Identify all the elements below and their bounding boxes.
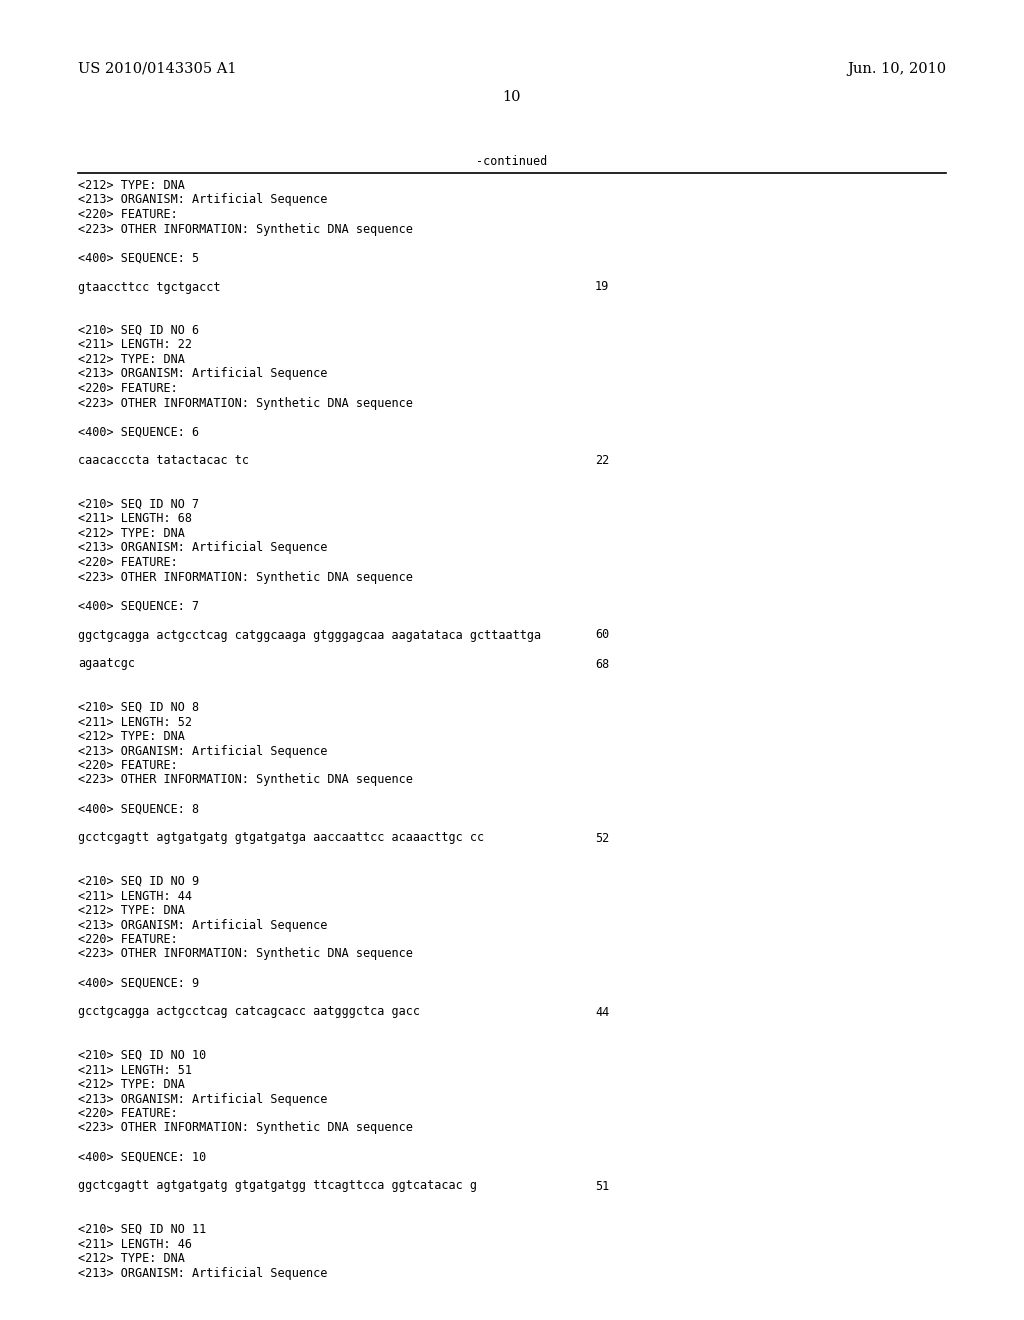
Text: <210> SEQ ID NO 6: <210> SEQ ID NO 6: [78, 323, 199, 337]
Text: <400> SEQUENCE: 5: <400> SEQUENCE: 5: [78, 252, 199, 264]
Text: <212> TYPE: DNA: <212> TYPE: DNA: [78, 1251, 185, 1265]
Text: <212> TYPE: DNA: <212> TYPE: DNA: [78, 527, 185, 540]
Text: <212> TYPE: DNA: <212> TYPE: DNA: [78, 352, 185, 366]
Text: gcctcgagtt agtgatgatg gtgatgatga aaccaattcc acaaacttgc cc: gcctcgagtt agtgatgatg gtgatgatga aaccaat…: [78, 832, 484, 845]
Text: <220> FEATURE:: <220> FEATURE:: [78, 759, 178, 772]
Text: <400> SEQUENCE: 10: <400> SEQUENCE: 10: [78, 1151, 206, 1163]
Text: 10: 10: [503, 90, 521, 104]
Text: 52: 52: [595, 832, 609, 845]
Text: US 2010/0143305 A1: US 2010/0143305 A1: [78, 62, 237, 77]
Text: <213> ORGANISM: Artificial Sequence: <213> ORGANISM: Artificial Sequence: [78, 919, 328, 932]
Text: 22: 22: [595, 454, 609, 467]
Text: <400> SEQUENCE: 6: <400> SEQUENCE: 6: [78, 425, 199, 438]
Text: <213> ORGANISM: Artificial Sequence: <213> ORGANISM: Artificial Sequence: [78, 194, 328, 206]
Text: <223> OTHER INFORMATION: Synthetic DNA sequence: <223> OTHER INFORMATION: Synthetic DNA s…: [78, 570, 413, 583]
Text: <210> SEQ ID NO 7: <210> SEQ ID NO 7: [78, 498, 199, 511]
Text: <223> OTHER INFORMATION: Synthetic DNA sequence: <223> OTHER INFORMATION: Synthetic DNA s…: [78, 1122, 413, 1134]
Text: gtaaccttcc tgctgacct: gtaaccttcc tgctgacct: [78, 281, 220, 293]
Text: <400> SEQUENCE: 8: <400> SEQUENCE: 8: [78, 803, 199, 816]
Text: <213> ORGANISM: Artificial Sequence: <213> ORGANISM: Artificial Sequence: [78, 367, 328, 380]
Text: <220> FEATURE:: <220> FEATURE:: [78, 933, 178, 946]
Text: 68: 68: [595, 657, 609, 671]
Text: Jun. 10, 2010: Jun. 10, 2010: [847, 62, 946, 77]
Text: <223> OTHER INFORMATION: Synthetic DNA sequence: <223> OTHER INFORMATION: Synthetic DNA s…: [78, 223, 413, 235]
Text: gcctgcagga actgcctcag catcagcacc aatgggctca gacc: gcctgcagga actgcctcag catcagcacc aatgggc…: [78, 1006, 420, 1019]
Text: <220> FEATURE:: <220> FEATURE:: [78, 381, 178, 395]
Text: <210> SEQ ID NO 10: <210> SEQ ID NO 10: [78, 1049, 206, 1063]
Text: <220> FEATURE:: <220> FEATURE:: [78, 209, 178, 220]
Text: <211> LENGTH: 68: <211> LENGTH: 68: [78, 512, 193, 525]
Text: <210> SEQ ID NO 11: <210> SEQ ID NO 11: [78, 1224, 206, 1236]
Text: <212> TYPE: DNA: <212> TYPE: DNA: [78, 180, 185, 191]
Text: <213> ORGANISM: Artificial Sequence: <213> ORGANISM: Artificial Sequence: [78, 1093, 328, 1106]
Text: -continued: -continued: [476, 154, 548, 168]
Text: ggctcgagtt agtgatgatg gtgatgatgg ttcagttcca ggtcatacac g: ggctcgagtt agtgatgatg gtgatgatgg ttcagtt…: [78, 1180, 477, 1192]
Text: <220> FEATURE:: <220> FEATURE:: [78, 1107, 178, 1119]
Text: <212> TYPE: DNA: <212> TYPE: DNA: [78, 1078, 185, 1092]
Text: <223> OTHER INFORMATION: Synthetic DNA sequence: <223> OTHER INFORMATION: Synthetic DNA s…: [78, 774, 413, 787]
Text: <400> SEQUENCE: 7: <400> SEQUENCE: 7: [78, 599, 199, 612]
Text: <211> LENGTH: 51: <211> LENGTH: 51: [78, 1064, 193, 1077]
Text: <212> TYPE: DNA: <212> TYPE: DNA: [78, 730, 185, 743]
Text: caacacccta tatactacac tc: caacacccta tatactacac tc: [78, 454, 249, 467]
Text: 60: 60: [595, 628, 609, 642]
Text: <220> FEATURE:: <220> FEATURE:: [78, 556, 178, 569]
Text: <400> SEQUENCE: 9: <400> SEQUENCE: 9: [78, 977, 199, 990]
Text: <210> SEQ ID NO 9: <210> SEQ ID NO 9: [78, 875, 199, 888]
Text: <213> ORGANISM: Artificial Sequence: <213> ORGANISM: Artificial Sequence: [78, 1266, 328, 1279]
Text: <213> ORGANISM: Artificial Sequence: <213> ORGANISM: Artificial Sequence: [78, 541, 328, 554]
Text: <211> LENGTH: 52: <211> LENGTH: 52: [78, 715, 193, 729]
Text: <211> LENGTH: 46: <211> LENGTH: 46: [78, 1238, 193, 1250]
Text: <223> OTHER INFORMATION: Synthetic DNA sequence: <223> OTHER INFORMATION: Synthetic DNA s…: [78, 948, 413, 961]
Text: 44: 44: [595, 1006, 609, 1019]
Text: ggctgcagga actgcctcag catggcaaga gtgggagcaa aagatataca gcttaattga: ggctgcagga actgcctcag catggcaaga gtgggag…: [78, 628, 541, 642]
Text: 51: 51: [595, 1180, 609, 1192]
Text: <223> OTHER INFORMATION: Synthetic DNA sequence: <223> OTHER INFORMATION: Synthetic DNA s…: [78, 396, 413, 409]
Text: <213> ORGANISM: Artificial Sequence: <213> ORGANISM: Artificial Sequence: [78, 744, 328, 758]
Text: <211> LENGTH: 44: <211> LENGTH: 44: [78, 890, 193, 903]
Text: <211> LENGTH: 22: <211> LENGTH: 22: [78, 338, 193, 351]
Text: <210> SEQ ID NO 8: <210> SEQ ID NO 8: [78, 701, 199, 714]
Text: 19: 19: [595, 281, 609, 293]
Text: agaatcgc: agaatcgc: [78, 657, 135, 671]
Text: <212> TYPE: DNA: <212> TYPE: DNA: [78, 904, 185, 917]
